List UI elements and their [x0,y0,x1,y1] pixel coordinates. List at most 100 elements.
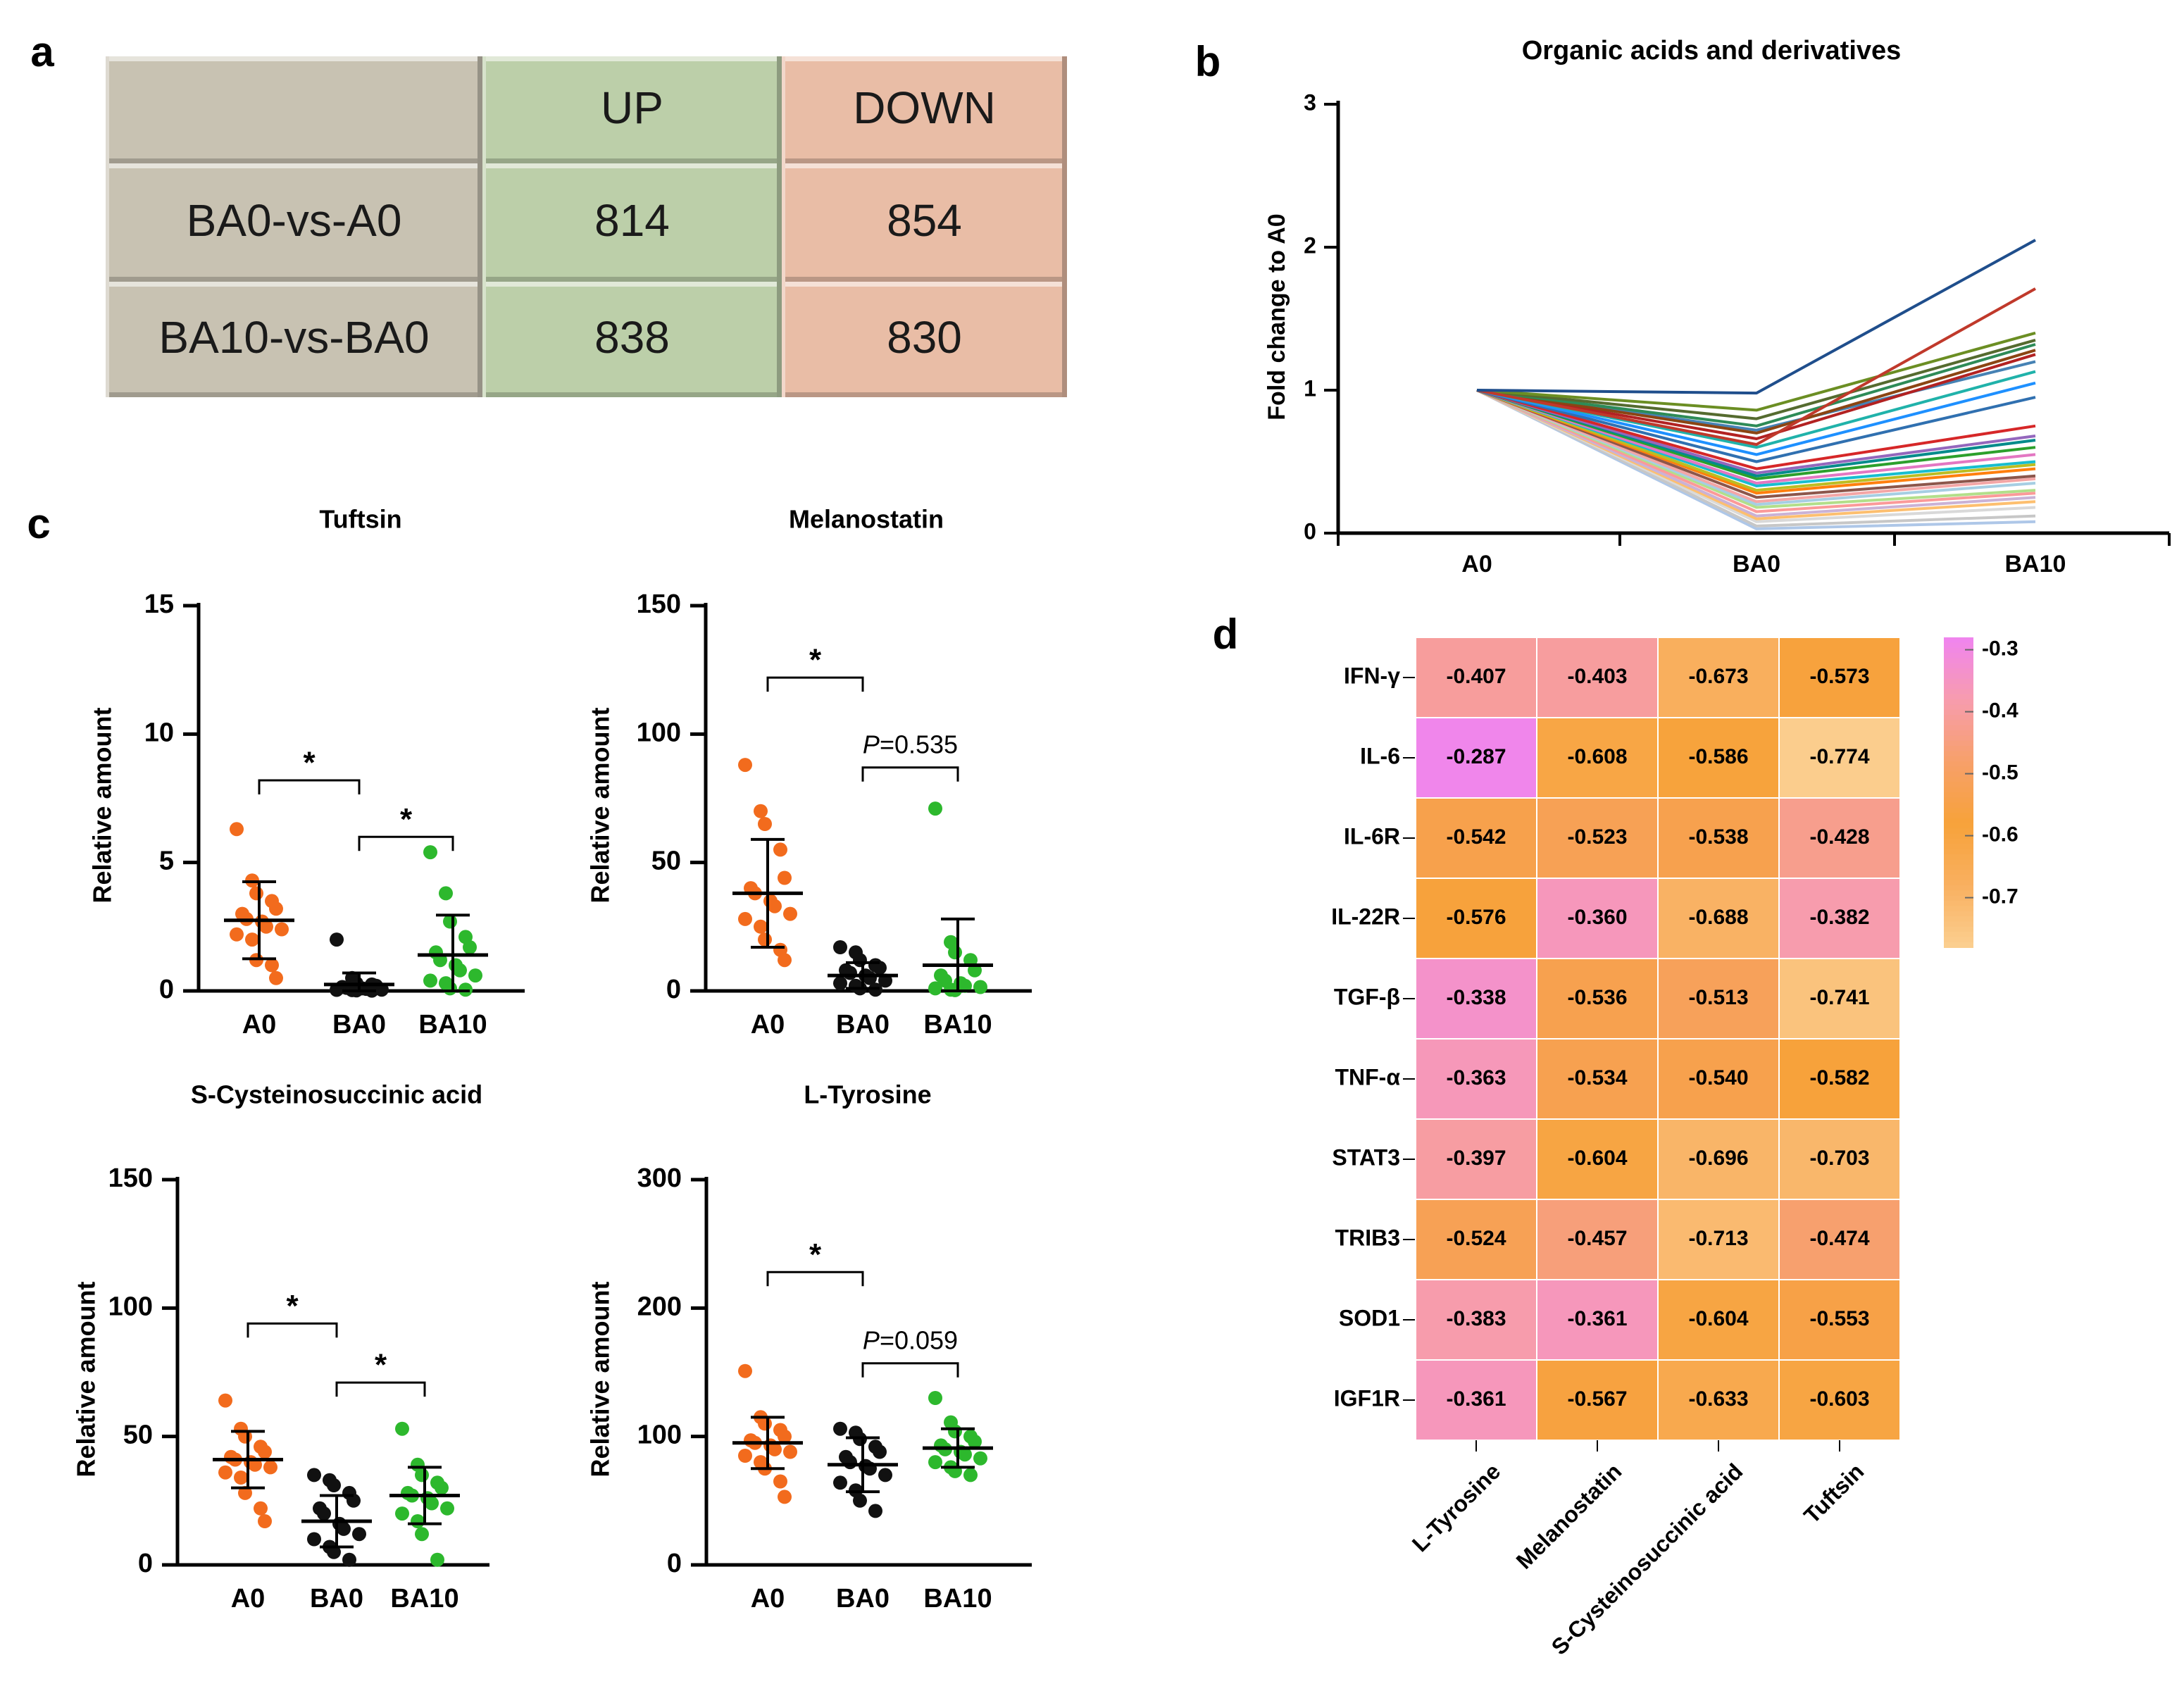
data-point [873,1444,887,1459]
legend-gradient-segment [1944,932,1973,938]
data-point [833,1421,847,1436]
table-cell-bevel-right [1062,163,1067,282]
table-cell-bevel-left [782,56,785,163]
table-value-cell: 854 [887,195,962,246]
significance-star: * [286,1289,299,1323]
data-point [265,958,279,973]
heatmap-value: -0.553 [1809,1307,1869,1330]
heatmap-value: -0.774 [1809,745,1869,768]
chart-title: Tuftsin [319,505,401,534]
p-value-prefix: P [863,730,880,759]
series-line [1476,239,2036,395]
data-point [738,1363,752,1378]
table-cell-bevel-top [782,282,1067,287]
y-tick-label: 0 [159,975,174,1004]
significance-bracket [766,676,864,692]
table-cell-bevel-bottom [482,277,782,282]
panel-a-table: UP DOWN BA0-vs-A0 814 854 BA10-vs-BA0 838 830 [106,56,1067,397]
heatmap-value: -0.573 [1809,665,1869,688]
y-tick-label: 300 [637,1163,682,1193]
series-line [1476,389,2036,470]
legend-gradient-segment [1944,756,1973,762]
legend-gradient-segment [1944,699,1973,706]
data-point [878,1468,892,1482]
data-point [430,1552,444,1567]
data-point [330,982,344,997]
legend-tick-label: -0.4 [1982,699,2018,723]
data-point [352,1527,366,1542]
legend-gradient-segment [1944,678,1973,685]
significance-bracket [861,1362,959,1378]
legend-gradient-segment [1944,844,1973,850]
data-point [843,966,857,980]
data-point [395,1421,409,1436]
table-cell-bg [106,163,482,282]
heatmap-value: -0.428 [1809,825,1869,849]
heatmap-value: -0.361 [1446,1387,1506,1411]
chart-title: L-Tyrosine [804,1080,931,1109]
data-point [395,1506,409,1521]
data-point [738,758,752,773]
chart-title: Organic acids and derivatives [1522,36,1902,65]
table-cell-bevel-right [478,282,482,397]
data-point [928,981,942,996]
data-point [245,932,259,947]
data-point [768,899,782,913]
y-tick-label: 50 [651,847,681,876]
data-point [853,1493,867,1508]
legend-gradient-segment [1944,689,1973,695]
chart-title: Melanostatin [789,505,944,534]
heatmap-column-label: S-Cysteinosuccinic acid [1547,1459,1748,1660]
heatmap-value: -0.338 [1446,986,1506,1009]
x-tick-label: BA0 [332,1010,386,1040]
heatmap-value: -0.540 [1688,1066,1748,1090]
heatmap-value: -0.604 [1567,1147,1627,1170]
heatmap-cell [1778,878,1901,959]
significance-star: * [400,802,413,837]
data-point [843,1455,857,1470]
data-point [778,1490,792,1504]
table-cell-bevel-top [782,56,1067,61]
data-point [468,968,482,983]
table-cell-bg [482,163,782,282]
significance-star: * [809,1237,822,1272]
legend-gradient-segment [1944,813,1973,819]
y-tick-label: 1 [1304,375,1316,401]
table-header-cell: UP [601,82,663,133]
legend-gradient-segment [1944,735,1973,742]
p-value-prefix: P [863,1325,880,1354]
heatmap-row-label: IGF1R [1334,1385,1400,1411]
data-point [327,1478,341,1492]
data-point [853,953,867,968]
data-point [337,1521,351,1536]
heatmap-cell [1536,717,1659,799]
heatmap-row-label: IL-6R [1344,823,1400,849]
data-point [783,906,797,921]
data-point [275,922,289,937]
table-cell-bevel-top [482,282,782,287]
heatmap-cell [1778,1038,1901,1120]
data-point [453,963,467,978]
data-point [423,973,437,988]
data-point [425,1496,439,1511]
legend-gradient-segment [1944,802,1973,809]
y-tick-label: 15 [144,589,174,619]
y-tick-label: 150 [637,589,681,619]
heatmap-value: -0.361 [1567,1307,1627,1330]
data-point [443,914,457,929]
heatmap-value: -0.703 [1809,1147,1869,1170]
legend-gradient-segment [1944,926,1973,932]
x-tick-label: A0 [231,1584,266,1613]
data-point [973,980,987,994]
data-point [773,842,787,857]
significance-star: * [375,1348,387,1382]
legend-gradient-segment [1944,854,1973,861]
heatmap-cell [1778,797,1901,879]
data-point [411,1514,425,1528]
heatmap-value: -0.397 [1446,1147,1506,1170]
data-point [269,970,283,985]
x-tick-label: BA0 [836,1010,890,1040]
heatmap-value: -0.542 [1446,825,1506,849]
heatmap-value: -0.586 [1688,745,1748,768]
data-point [783,1444,797,1459]
